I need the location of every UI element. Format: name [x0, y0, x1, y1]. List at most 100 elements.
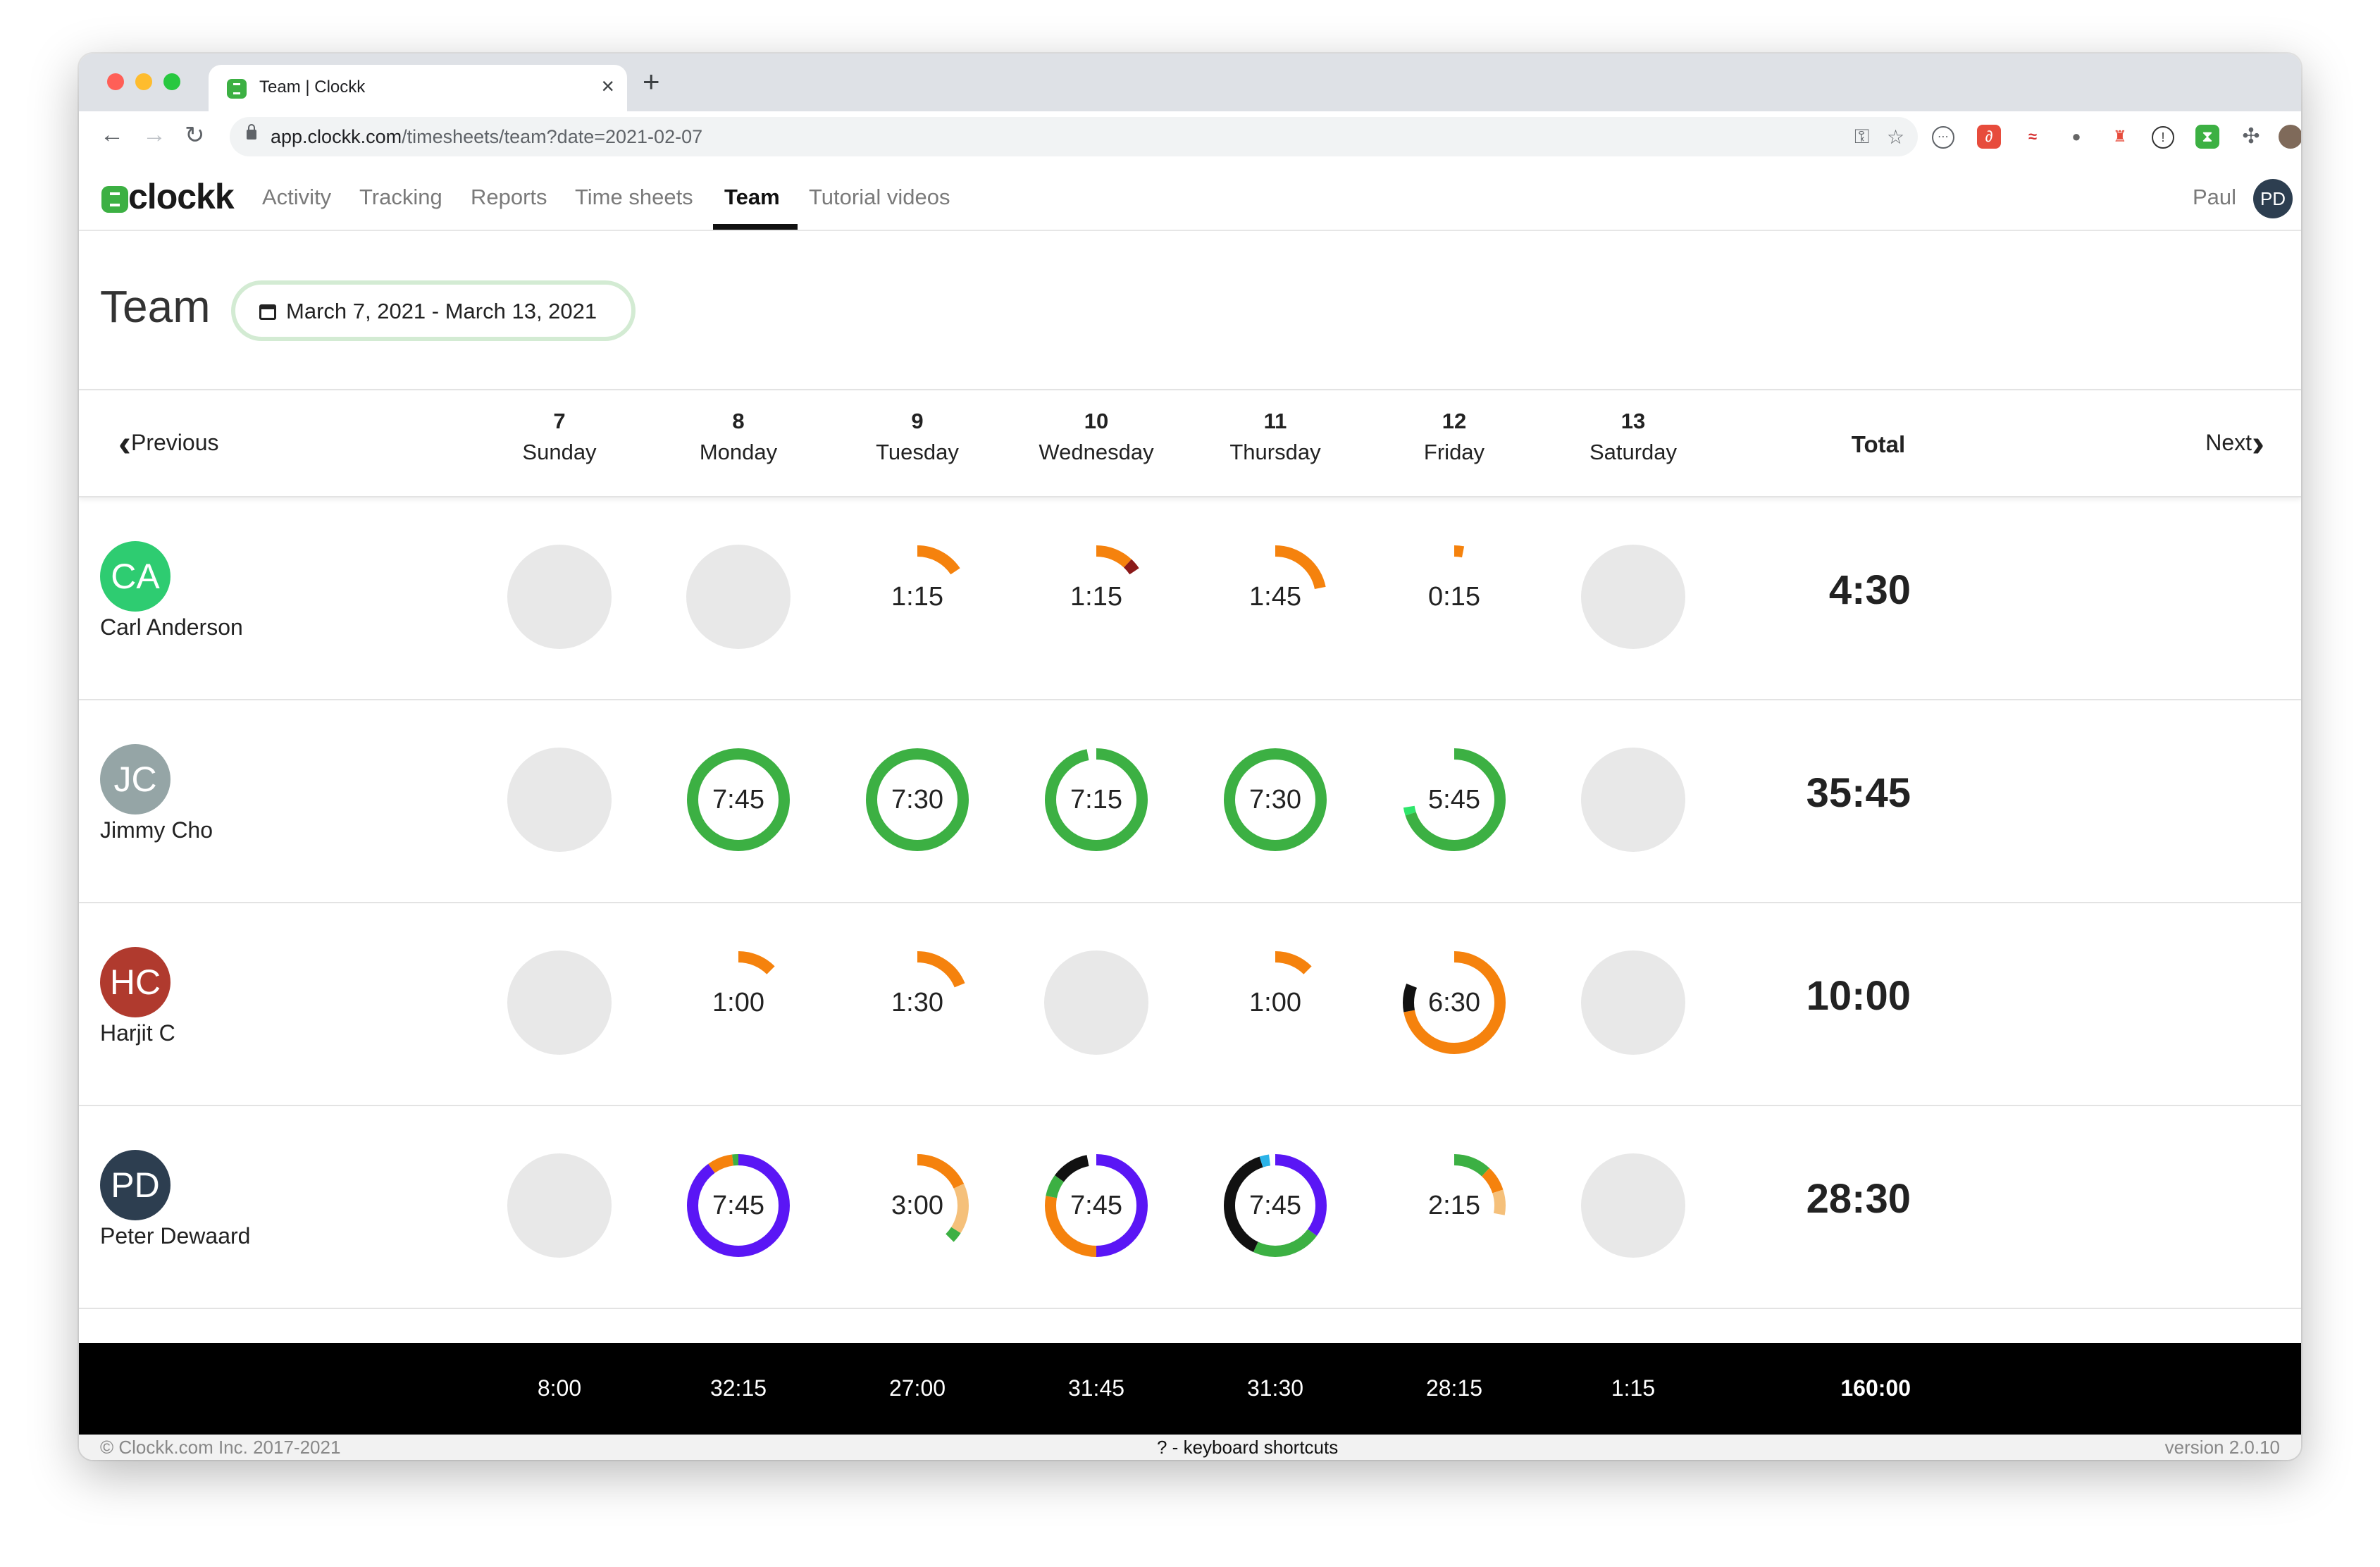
day-time-cell[interactable]: 5:45	[1401, 747, 1507, 853]
member-name[interactable]: Carl Anderson	[100, 614, 243, 640]
empty-day-circle	[507, 950, 612, 1055]
previous-week-button[interactable]: ‹Previous	[118, 422, 219, 464]
zoom-window-button[interactable]	[163, 73, 180, 90]
day-time-cell[interactable]: 7:30	[1222, 747, 1328, 853]
day-time-cell[interactable]: 1:00	[686, 950, 791, 1055]
bookmark-star-icon[interactable]: ☆	[1887, 126, 1905, 148]
day-time-cell[interactable]: 2:15	[1401, 1153, 1507, 1258]
daily-total: 1:15	[1611, 1375, 1656, 1401]
empty-day-circle	[1581, 748, 1685, 852]
close-window-button[interactable]	[107, 73, 124, 90]
browser-window: Team | Clockk × + ← → ↻ app.clockk.com/t…	[79, 54, 2301, 1460]
extension-info-icon[interactable]: !	[2152, 126, 2174, 149]
nav-tutorial-videos[interactable]: Tutorial videos	[809, 185, 950, 209]
day-time-cell[interactable]: 7:45	[686, 747, 791, 853]
day-time-cell[interactable]: 7:45	[686, 1153, 791, 1258]
extension-clockk-icon[interactable]: ⧗	[2195, 125, 2219, 149]
day-number: 13	[1620, 409, 1646, 433]
donut-segment	[1224, 1154, 1327, 1257]
team-member-row: PD Peter Dewaard 7:45 3:00 7:45 7:45 2:15 28:30	[79, 1105, 2301, 1309]
day-time-cell[interactable]: 1:30	[864, 950, 970, 1055]
day-time-cell[interactable]: 7:15	[1043, 747, 1149, 853]
donut-segment	[1224, 1154, 1327, 1257]
time-donut-chart	[1224, 748, 1327, 851]
member-avatar[interactable]: CA	[100, 541, 171, 612]
day-time-cell[interactable]	[507, 1153, 612, 1258]
extension-rss-icon[interactable]: ≈	[2021, 125, 2045, 149]
extension-globe-icon[interactable]: ●	[2064, 125, 2088, 149]
daily-total: 32:15	[709, 1375, 767, 1401]
nav-activity[interactable]: Activity	[262, 185, 332, 209]
member-avatar[interactable]: PD	[100, 1150, 171, 1220]
member-name[interactable]: Peter Dewaard	[100, 1223, 251, 1249]
tab-close-icon[interactable]: ×	[601, 73, 614, 99]
day-time-cell[interactable]: 1:15	[864, 544, 970, 650]
tab-title: Team | Clockk	[259, 78, 366, 97]
day-time-cell[interactable]: 7:45	[1222, 1153, 1328, 1258]
day-time-cell[interactable]: 0:15	[1401, 544, 1507, 650]
browser-tab[interactable]: Team | Clockk ×	[209, 65, 627, 111]
donut-segment	[1403, 951, 1506, 1054]
member-avatar[interactable]: HC	[100, 947, 171, 1017]
user-name[interactable]: Paul	[2193, 185, 2237, 209]
profile-avatar-icon[interactable]	[2279, 125, 2301, 149]
time-donut-chart	[687, 748, 790, 851]
day-time-cell[interactable]: 1:15	[1043, 544, 1149, 650]
donut-segment	[1403, 1154, 1506, 1257]
day-time-cell[interactable]	[507, 544, 612, 650]
empty-day-disc	[1581, 1153, 1685, 1258]
day-time-cell[interactable]: 1:45	[1222, 544, 1328, 650]
day-time-cell[interactable]: 7:30	[864, 747, 970, 853]
date-range-picker[interactable]: March 7, 2021 - March 13, 2021	[231, 280, 636, 341]
day-time-cell[interactable]	[1580, 950, 1686, 1055]
reload-icon[interactable]: ↻	[185, 122, 205, 149]
time-donut-chart	[866, 748, 969, 851]
total-column-header: Total	[1851, 431, 1906, 457]
minimize-window-button[interactable]	[135, 73, 152, 90]
team-member-row: CA Carl Anderson 1:15 1:15 1:45 0:15 4:30	[79, 496, 2301, 700]
day-time-cell[interactable]	[1580, 544, 1686, 650]
time-donut-chart	[1403, 1154, 1506, 1257]
day-time-cell[interactable]	[507, 747, 612, 853]
new-tab-button[interactable]: +	[643, 65, 660, 98]
empty-day-disc	[1044, 950, 1148, 1055]
extension-lock-icon[interactable]: ♜	[2108, 125, 2132, 149]
logo-text[interactable]: clockk	[128, 177, 235, 216]
daily-total: 8:00	[537, 1375, 582, 1401]
member-name[interactable]: Harjit C	[100, 1020, 175, 1046]
day-time-cell[interactable]: 7:45	[1043, 1153, 1149, 1258]
version-label: version 2.0.10	[2164, 1437, 2280, 1458]
nav-tracking[interactable]: Tracking	[359, 185, 442, 209]
nav-time-sheets[interactable]: Time sheets	[575, 185, 693, 209]
day-time-cell[interactable]: 6:30	[1401, 950, 1507, 1055]
member-total-hours: 10:00	[1806, 973, 1911, 1019]
nav-reports[interactable]: Reports	[471, 185, 547, 209]
back-arrow-icon[interactable]: ←	[100, 121, 124, 148]
member-avatar[interactable]: JC	[100, 744, 171, 815]
day-time-cell[interactable]	[507, 950, 612, 1055]
day-column-header: 9 Tuesday	[828, 409, 1007, 465]
extension-red-icon[interactable]: ∂	[1977, 125, 2001, 149]
keyboard-shortcuts-link[interactable]: ? - keyboard shortcuts	[1157, 1437, 1339, 1458]
day-time-cell[interactable]: 1:00	[1222, 950, 1328, 1055]
day-hours-label: 7:45	[1249, 1191, 1301, 1220]
time-donut-chart	[1045, 1154, 1148, 1257]
key-icon[interactable]: ⚿	[1854, 125, 1870, 147]
day-time-cell[interactable]	[1580, 747, 1686, 853]
nav-team[interactable]: Team	[724, 185, 780, 209]
donut-segment	[1224, 951, 1327, 1054]
member-name[interactable]: Jimmy Cho	[100, 817, 213, 843]
day-time-cell[interactable]	[1043, 950, 1149, 1055]
extensions-puzzle-icon[interactable]: ✣	[2239, 125, 2263, 149]
forward-arrow-icon[interactable]: →	[142, 121, 166, 148]
address-bar[interactable]: app.clockk.com/timesheets/team?date=2021…	[230, 117, 1918, 156]
day-hours-label: 2:15	[1428, 1191, 1480, 1220]
day-time-cell[interactable]	[686, 544, 791, 650]
user-avatar[interactable]: PD	[2253, 179, 2293, 218]
day-time-cell[interactable]: 3:00	[864, 1153, 970, 1258]
extension-circle-icon[interactable]: ⋯	[1932, 126, 1954, 149]
next-week-button[interactable]: Next›	[2205, 422, 2264, 464]
clockk-logo-icon[interactable]	[101, 186, 128, 213]
day-time-cell[interactable]	[1580, 1153, 1686, 1258]
empty-day-disc	[686, 545, 791, 649]
